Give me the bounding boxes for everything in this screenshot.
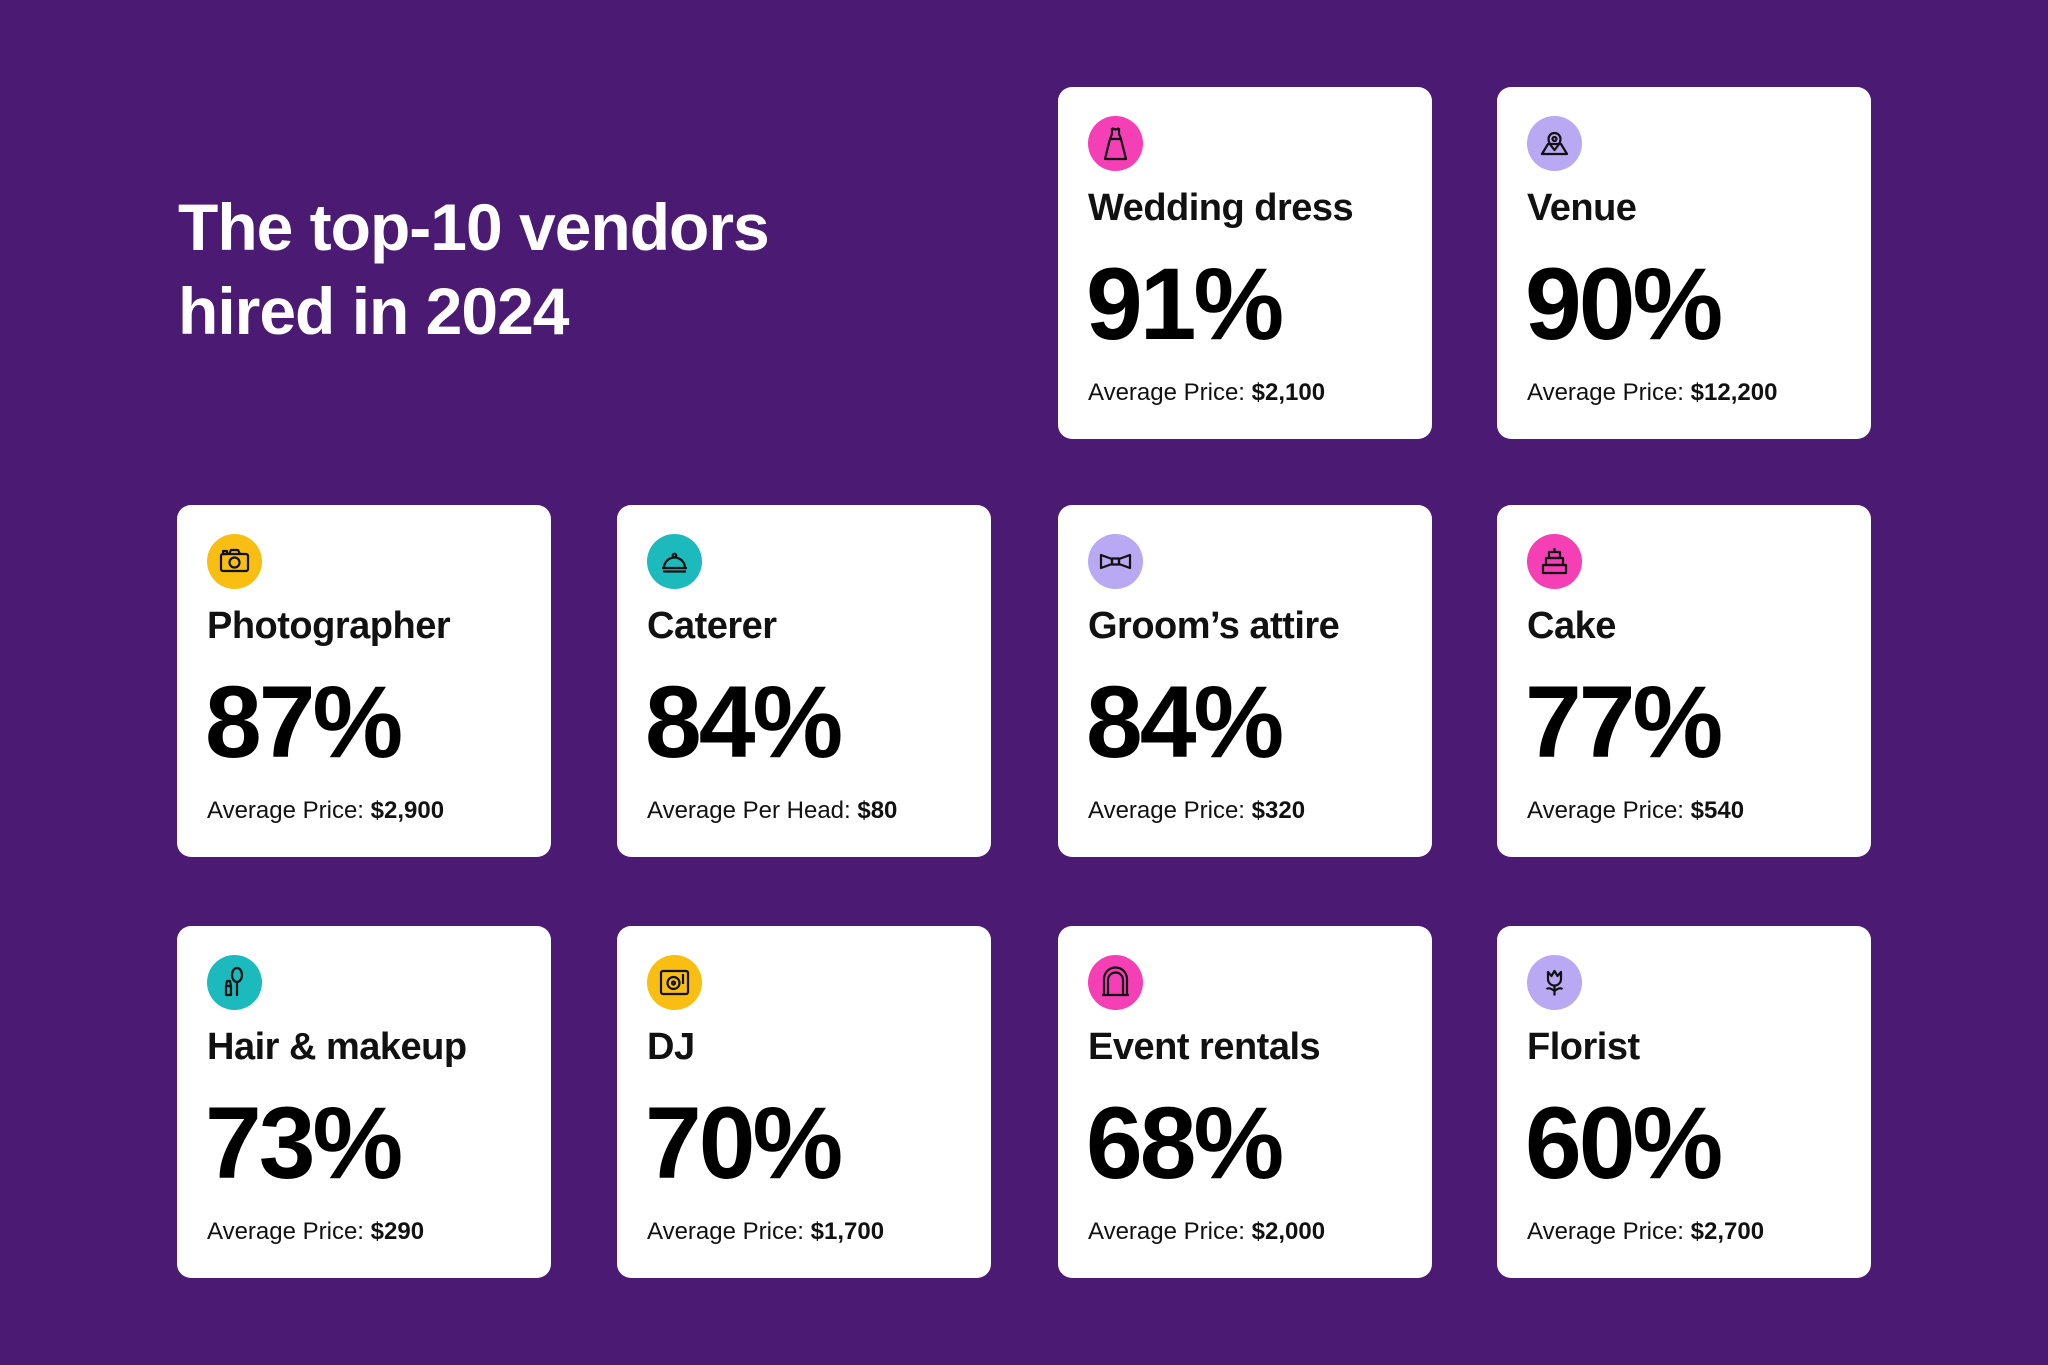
vendor-percentage: 84% [1086,665,1284,779]
vendor-price: Average Per Head: $80 [647,797,897,825]
cloche-icon [647,534,702,589]
vendor-name: Hair & makeup [207,1026,467,1068]
vendor-name: Groom’s attire [1088,605,1340,647]
price-value: $540 [1690,797,1745,824]
vendor-percentage: 60% [1525,1086,1723,1200]
vendor-price: Average Price: $1,700 [647,1218,884,1246]
bowtie-icon [1088,534,1143,589]
vendor-price: Average Price: $2,100 [1088,379,1325,407]
vendor-percentage: 91% [1086,247,1284,361]
price-value: $1,700 [810,1218,885,1245]
vendor-card-event-rentals: Event rentals 68% Average Price: $2,000 [1058,926,1432,1278]
price-value: $2,700 [1690,1218,1765,1245]
turntable-icon [647,955,702,1010]
page-title-line-1: The top-10 vendors [178,190,770,264]
vendor-name: Florist [1527,1026,1640,1068]
vendor-name: DJ [647,1026,695,1068]
price-value: $290 [370,1218,425,1245]
venue-icon [1527,116,1582,171]
cake-icon [1527,534,1582,589]
price-value: $12,200 [1690,379,1778,406]
price-value: $2,900 [370,797,445,824]
vendor-card-photographer: Photographer 87% Average Price: $2,900 [177,505,551,857]
vendor-name: Photographer [207,605,451,647]
page-title: The top-10 vendors hired in 2024 [178,185,878,353]
vendor-price: Average Price: $290 [207,1218,424,1246]
vendor-percentage: 90% [1525,247,1723,361]
vendor-percentage: 84% [645,665,843,779]
vendor-name: Event rentals [1088,1026,1321,1068]
price-label: Average Price: [1088,1218,1245,1245]
brush-lipstick-icon [207,955,262,1010]
price-label: Average Price: [207,1218,364,1245]
vendor-card-florist: Florist 60% Average Price: $2,700 [1497,926,1871,1278]
vendor-name: Caterer [647,605,777,647]
vendor-card-hair-makeup: Hair & makeup 73% Average Price: $290 [177,926,551,1278]
price-value: $320 [1251,797,1306,824]
flower-icon [1527,955,1582,1010]
vendor-card-cake: Cake 77% Average Price: $540 [1497,505,1871,857]
vendor-card-venue: Venue 90% Average Price: $12,200 [1497,87,1871,439]
price-value: $2,100 [1251,379,1326,406]
vendor-price: Average Price: $12,200 [1527,379,1777,407]
vendor-name: Venue [1527,187,1637,229]
vendor-percentage: 73% [205,1086,403,1200]
vendor-card-caterer: Caterer 84% Average Per Head: $80 [617,505,991,857]
price-label: Average Price: [1088,797,1245,824]
vendor-card-dj: DJ 70% Average Price: $1,700 [617,926,991,1278]
price-label: Average Price: [1088,379,1245,406]
vendor-percentage: 87% [205,665,403,779]
price-label: Average Price: [1527,379,1684,406]
price-label: Average Price: [647,1218,804,1245]
vendor-percentage: 70% [645,1086,843,1200]
price-value: $80 [857,797,898,824]
price-label: Average Price: [1527,1218,1684,1245]
vendor-percentage: 77% [1525,665,1723,779]
vendor-name: Cake [1527,605,1616,647]
price-value: $2,000 [1251,1218,1326,1245]
vendor-price: Average Price: $2,900 [207,797,444,825]
page-title-line-2: hired in 2024 [178,274,570,348]
vendor-card-wedding-dress: Wedding dress 91% Average Price: $2,100 [1058,87,1432,439]
vendor-price: Average Price: $540 [1527,797,1744,825]
dress-icon [1088,116,1143,171]
price-label: Average Per Head: [647,797,851,824]
price-label: Average Price: [207,797,364,824]
price-label: Average Price: [1527,797,1684,824]
vendor-card-grooms-attire: Groom’s attire 84% Average Price: $320 [1058,505,1432,857]
vendor-price: Average Price: $2,000 [1088,1218,1325,1246]
vendor-percentage: 68% [1086,1086,1284,1200]
vendor-name: Wedding dress [1088,187,1354,229]
arch-icon [1088,955,1143,1010]
vendor-price: Average Price: $2,700 [1527,1218,1764,1246]
vendor-price: Average Price: $320 [1088,797,1305,825]
camera-icon [207,534,262,589]
